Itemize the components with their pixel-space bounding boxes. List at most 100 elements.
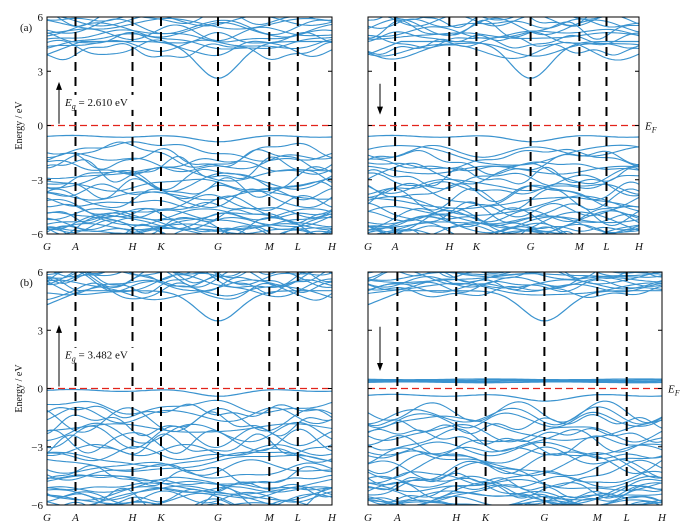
- band-line: [47, 223, 332, 231]
- y-tick-label: −6: [31, 229, 43, 241]
- band-line: [368, 201, 639, 227]
- y-tick-label: 3: [38, 325, 44, 337]
- band-line: [368, 435, 662, 457]
- gap-label-bg: [64, 94, 138, 110]
- y-axis-label: Energy / eV: [14, 364, 25, 413]
- fermi-level-label: EF: [667, 384, 680, 398]
- band-line: [47, 411, 332, 437]
- band-line: [47, 492, 332, 505]
- band-line: [368, 196, 639, 210]
- band-line: [368, 225, 566, 234]
- band-line: [47, 155, 332, 183]
- band-gap-label: Eg = 3.482 eV: [64, 350, 128, 364]
- band-line: [368, 285, 662, 298]
- band-line: [47, 486, 332, 501]
- y-axis-label: Energy / eV: [14, 101, 25, 150]
- band-line: [368, 415, 662, 441]
- band-line: [559, 233, 565, 234]
- band-line: [108, 228, 316, 234]
- band-line: [47, 201, 332, 218]
- band-line: [47, 190, 332, 201]
- band-line: [368, 34, 639, 56]
- band-line: [47, 464, 332, 487]
- band-line: [47, 33, 332, 50]
- band-line: [47, 183, 332, 201]
- band-line: [47, 272, 332, 288]
- band-line: [47, 272, 332, 284]
- band-line: [368, 278, 662, 291]
- x-tick-label: M: [574, 241, 585, 253]
- band-line: [368, 149, 639, 176]
- x-tick-label: G: [214, 241, 222, 253]
- band-line: [368, 490, 662, 505]
- band-line: [111, 501, 285, 505]
- x-tick-label: H: [128, 241, 138, 253]
- x-tick-label: M: [264, 512, 275, 524]
- band-line: [368, 400, 662, 424]
- band-line: [47, 17, 332, 22]
- band-line: [47, 498, 311, 505]
- y-tick-label: −3: [31, 442, 43, 454]
- band-line: [368, 441, 662, 457]
- bands: [47, 17, 332, 234]
- gap-label-bg: [64, 347, 138, 363]
- panel-label: (b): [20, 277, 33, 289]
- band-line: [441, 272, 662, 276]
- band-line: [368, 162, 639, 185]
- band-line: [47, 428, 332, 454]
- band-line: [47, 272, 332, 288]
- x-tick-label: A: [391, 241, 399, 253]
- band-line: [368, 17, 639, 27]
- x-tick-label: K: [156, 512, 165, 524]
- band-line: [47, 421, 332, 444]
- spin-down-arrow-head: [377, 106, 383, 115]
- band-line: [391, 17, 605, 21]
- band-line: [368, 470, 662, 486]
- band-line: [368, 144, 639, 166]
- spin-down-arrow-head: [377, 363, 383, 372]
- x-tick-label: L: [623, 512, 630, 524]
- x-tick-label: M: [264, 241, 275, 253]
- x-tick-label: H: [444, 241, 454, 253]
- band-line: [47, 41, 332, 61]
- x-tick-label: G: [540, 512, 548, 524]
- band-line: [47, 40, 332, 79]
- band-line: [47, 433, 332, 455]
- fermi-level-label: EF: [644, 121, 657, 135]
- band-line: [47, 208, 332, 224]
- x-tick-label: G: [43, 512, 51, 524]
- band-line: [368, 478, 662, 493]
- band-line: [382, 501, 662, 505]
- x-tick-label: A: [393, 512, 401, 524]
- band-line: [368, 207, 639, 228]
- band-line: [368, 411, 662, 429]
- band-line: [47, 459, 332, 476]
- band-line: [368, 223, 612, 234]
- band-line: [368, 8, 639, 15]
- band-line: [368, 484, 662, 505]
- band-line: [47, 22, 332, 38]
- band-line: [368, 213, 639, 232]
- x-tick-label: G: [43, 241, 51, 253]
- band-line: [368, 378, 662, 381]
- bands: [47, 272, 332, 505]
- band-line: [47, 218, 332, 234]
- band-line: [368, 41, 639, 61]
- band-line: [368, 165, 639, 175]
- x-tick-label: A: [71, 241, 79, 253]
- band-line: [47, 462, 332, 481]
- band-line: [368, 491, 662, 505]
- x-tick-label: M: [592, 512, 603, 524]
- band-line: [47, 177, 332, 200]
- x-tick-label: A: [71, 512, 79, 524]
- band-line: [62, 501, 226, 505]
- band-line: [47, 226, 332, 234]
- band-line: [47, 272, 243, 273]
- band-line: [47, 209, 332, 227]
- band-line: [368, 144, 639, 159]
- band-line: [479, 504, 662, 505]
- band-line: [368, 393, 662, 402]
- band-line: [387, 499, 662, 505]
- band-line: [368, 492, 662, 505]
